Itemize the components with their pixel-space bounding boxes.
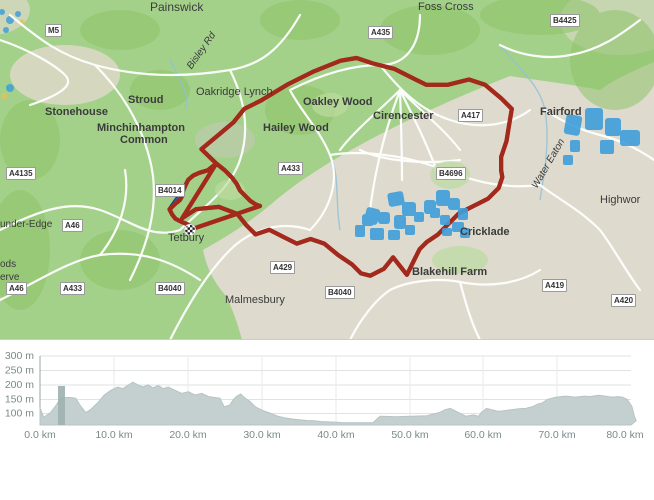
svg-text:30.0 km: 30.0 km [243,429,281,441]
svg-text:100 m: 100 m [5,408,34,420]
svg-text:0.0 km: 0.0 km [24,429,56,441]
svg-text:80.0 km: 80.0 km [606,429,644,441]
svg-text:300 m: 300 m [5,350,34,362]
svg-text:20.0 km: 20.0 km [169,429,207,441]
svg-text:250 m: 250 m [5,365,34,377]
svg-text:70.0 km: 70.0 km [538,429,576,441]
svg-text:10.0 km: 10.0 km [95,429,133,441]
svg-text:50.0 km: 50.0 km [391,429,429,441]
svg-text:40.0 km: 40.0 km [317,429,355,441]
svg-text:150 m: 150 m [5,394,34,406]
svg-text:200 m: 200 m [5,379,34,391]
svg-text:60.0 km: 60.0 km [464,429,502,441]
